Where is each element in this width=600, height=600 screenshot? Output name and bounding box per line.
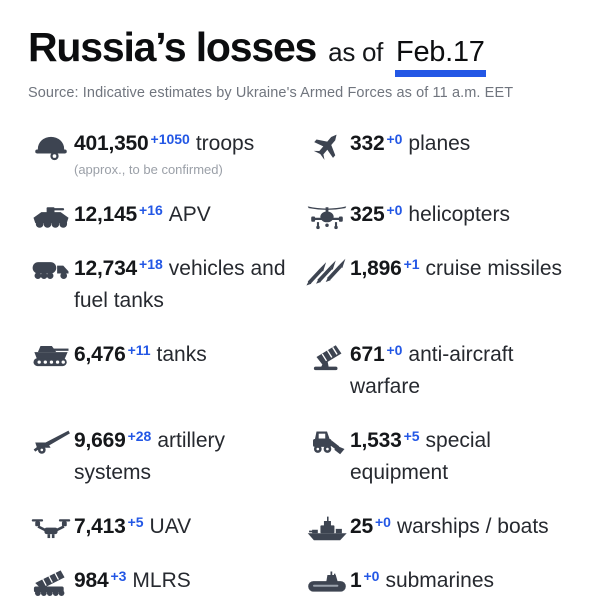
stat-planes: 332 +0 planes [304, 129, 580, 178]
fuel-truck-icon [28, 254, 74, 286]
stat-label: MLRS [132, 569, 191, 592]
source-line: Source: Indicative estimates by Ukraine'… [28, 85, 514, 101]
stat-value: 9,669 [74, 429, 126, 452]
stat-label: planes [408, 132, 471, 155]
stat-delta: +1 [403, 256, 420, 272]
stat-mlrs: 984 +3 MLRS [28, 566, 304, 600]
stat-label: anti-aircraft warfare [350, 343, 514, 398]
stat-uav: 7,413 +5 UAV [28, 512, 304, 544]
stat-delta: +0 [386, 342, 403, 358]
stat-value: 1 [350, 569, 362, 592]
stat-delta: +0 [363, 568, 380, 584]
stat-delta: +1050 [150, 131, 190, 147]
stats-row-5: 9,669 +28 artillery systems 1,533 +5 special… [28, 426, 580, 490]
stats-row-1: 401,350 +1050 troops (approx., to be confi… [28, 129, 580, 178]
missiles-icon [304, 254, 350, 288]
stat-warships: 25 +0 warships / boats [304, 512, 580, 544]
stat-label: tanks [156, 343, 207, 366]
stat-delta: +0 [386, 131, 403, 147]
stat-value: 12,734 [74, 257, 138, 280]
stat-artillery: 9,669 +28 artillery systems [28, 426, 304, 490]
stat-helicopters: 325 +0 helicopters [304, 200, 580, 232]
stat-special-equipment: 1,533 +5 special equipment [304, 426, 580, 490]
aa-launcher-icon [304, 340, 350, 374]
drone-icon [28, 512, 74, 544]
stat-value: 6,476 [74, 343, 126, 366]
stats-row-6: 7,413 +5 UAV 25 +0 warships / boats [28, 512, 580, 544]
stat-value: 1,896 [350, 257, 402, 280]
warship-icon [304, 512, 350, 544]
page-title: Russia’s losses [28, 24, 317, 70]
stat-value: 1,533 [350, 429, 402, 452]
stat-label: special equipment [350, 429, 491, 484]
howitzer-icon [28, 426, 74, 458]
stat-label: troops [195, 132, 255, 155]
mlrs-icon [28, 566, 74, 600]
stat-label: APV [168, 203, 211, 226]
stats-row-3: 12,734 +18 vehicles and fuel tanks 1,896 +1… [28, 254, 580, 318]
tank-icon [28, 340, 74, 372]
stat-submarines: 1 +0 submarines [304, 566, 580, 600]
stat-note: (approx., to be confirmed) [74, 162, 223, 177]
stat-apv: 12,145 +16 APV [28, 200, 304, 232]
stat-label: cruise missiles [425, 257, 563, 280]
as-of-text: as of [328, 37, 384, 67]
stats-row-7: 984 +3 MLRS 1 +0 submarines [28, 566, 580, 600]
helicopter-icon [304, 200, 350, 232]
stat-delta: +18 [139, 256, 163, 272]
stat-value: 332 [350, 132, 385, 155]
submarine-icon [304, 566, 350, 598]
stat-tanks: 6,476 +11 tanks [28, 340, 304, 404]
stat-cruise-missiles: 1,896 +1 cruise missiles [304, 254, 580, 318]
stat-label: UAV [149, 515, 192, 538]
stats-row-4: 6,476 +11 tanks 671 +0 anti-aircraft warfare [28, 340, 580, 404]
stat-delta: +5 [403, 428, 420, 444]
stat-value: 671 [350, 343, 385, 366]
stat-vehicles: 12,734 +18 vehicles and fuel tanks [28, 254, 304, 318]
stat-delta: +0 [386, 202, 403, 218]
stat-value: 401,350 [74, 132, 149, 155]
apc-icon [28, 200, 74, 232]
stat-delta: +11 [127, 342, 151, 358]
date-underlined: Feb.17 [395, 36, 486, 77]
loader-icon [304, 426, 350, 458]
stat-delta: +5 [127, 514, 144, 530]
stat-label: vehicles and fuel tanks [74, 257, 286, 312]
helmet-icon [28, 129, 74, 163]
header: Russia’s losses as of Feb.17 [28, 24, 580, 77]
stat-delta: +0 [374, 514, 391, 530]
stat-value: 325 [350, 203, 385, 226]
stats-row-2: 12,145 +16 APV 325 +0 helicopters [28, 200, 580, 232]
stat-delta: +3 [110, 568, 127, 584]
stat-label: submarines [385, 569, 495, 592]
stat-delta: +16 [139, 202, 163, 218]
fighter-jet-icon [304, 129, 350, 163]
stat-value: 984 [74, 569, 109, 592]
stat-label: warships / boats [396, 515, 549, 538]
stat-label: helicopters [408, 203, 510, 226]
stat-delta: +28 [127, 428, 152, 444]
stat-value: 7,413 [74, 515, 126, 538]
stat-label: artillery systems [74, 429, 225, 484]
stat-anti-aircraft: 671 +0 anti-aircraft warfare [304, 340, 580, 404]
stat-troops: 401,350 +1050 troops (approx., to be confi… [28, 129, 304, 178]
stat-value: 25 [350, 515, 373, 538]
stat-value: 12,145 [74, 203, 138, 226]
